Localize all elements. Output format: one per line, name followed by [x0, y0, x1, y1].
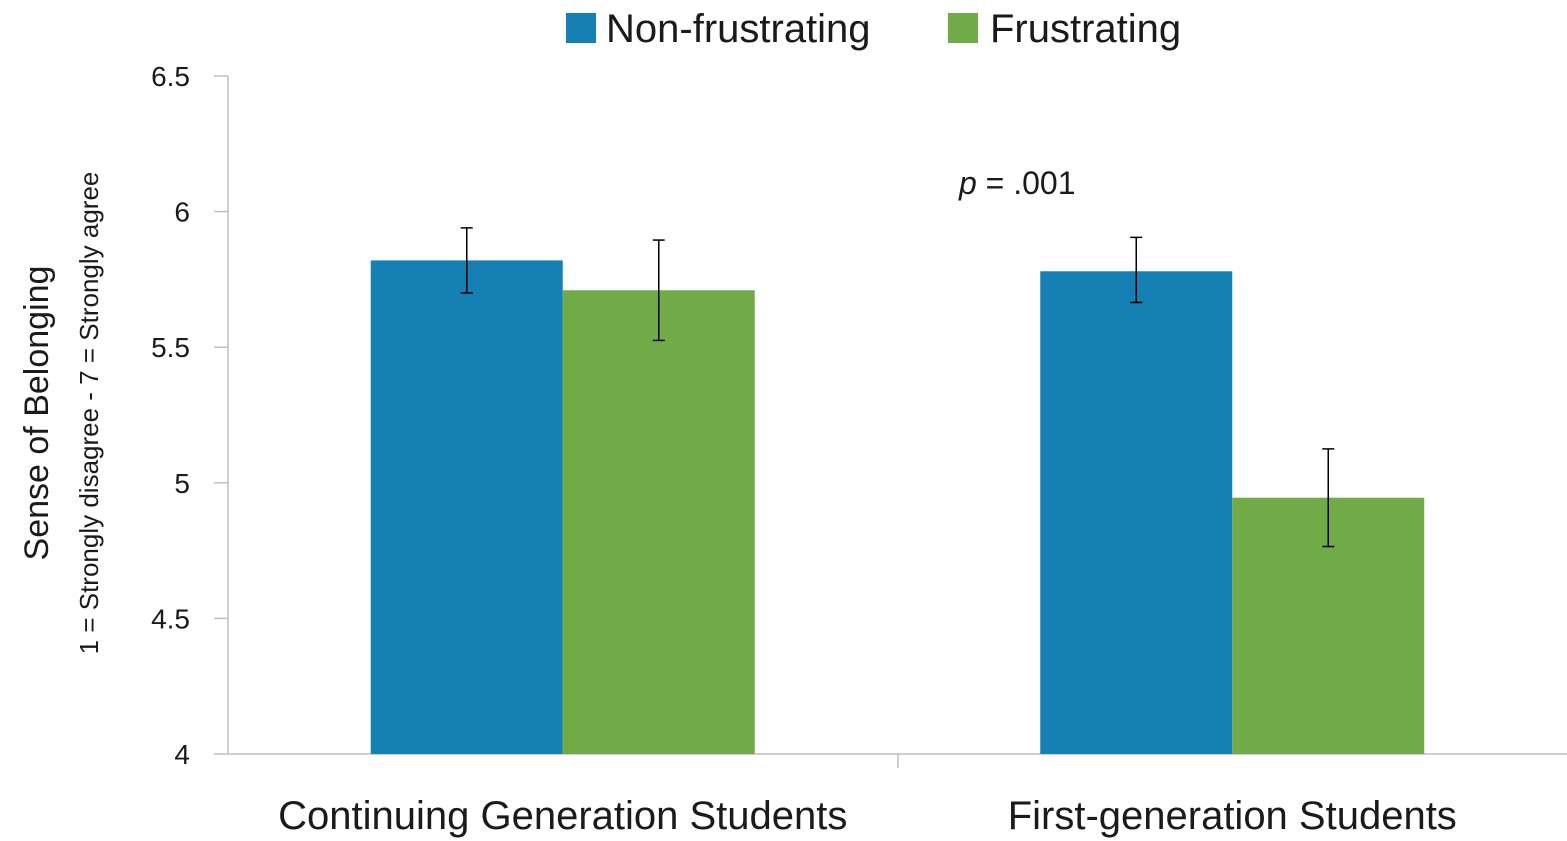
y-ticks: 4 4.5 5 5.5 6 6.5: [151, 61, 228, 770]
legend: Non-frustrating Frustrating: [566, 7, 1181, 51]
y-axis-label: Sense of Belonging: [18, 266, 56, 561]
legend-swatch-frustrating: [948, 13, 978, 43]
y-tick-label: 4.5: [151, 603, 190, 634]
category-label: Continuing Generation Students: [278, 794, 847, 838]
p-value-annotation: p = .001: [958, 165, 1076, 201]
legend-label-frustrating: Frustrating: [990, 7, 1181, 51]
legend-label-non-frustrating: Non-frustrating: [606, 7, 871, 51]
bar-non-frustrating-0: [370, 260, 563, 754]
y-tick-label: 6.5: [151, 61, 190, 92]
annotations: p = .001: [958, 165, 1076, 201]
y-tick-label: 4: [174, 739, 190, 770]
bars: [370, 260, 1425, 754]
legend-swatch-non-frustrating: [566, 13, 596, 43]
y-tick-label: 5: [174, 468, 190, 499]
error-bars: [460, 227, 1335, 548]
y-tick-label: 6: [174, 197, 190, 228]
bar-frustrating-0: [562, 290, 755, 754]
y-axis-sublabel: 1 = Strongly disagree - 7 = Strongly agr…: [74, 172, 104, 655]
bar-non-frustrating-1: [1040, 271, 1233, 754]
y-tick-label: 5.5: [151, 332, 190, 363]
category-label: First-generation Students: [1008, 794, 1457, 838]
y-axis-title: Sense of Belonging 1 = Strongly disagree…: [18, 172, 104, 655]
category-labels: Continuing Generation Students First-gene…: [278, 794, 1457, 838]
